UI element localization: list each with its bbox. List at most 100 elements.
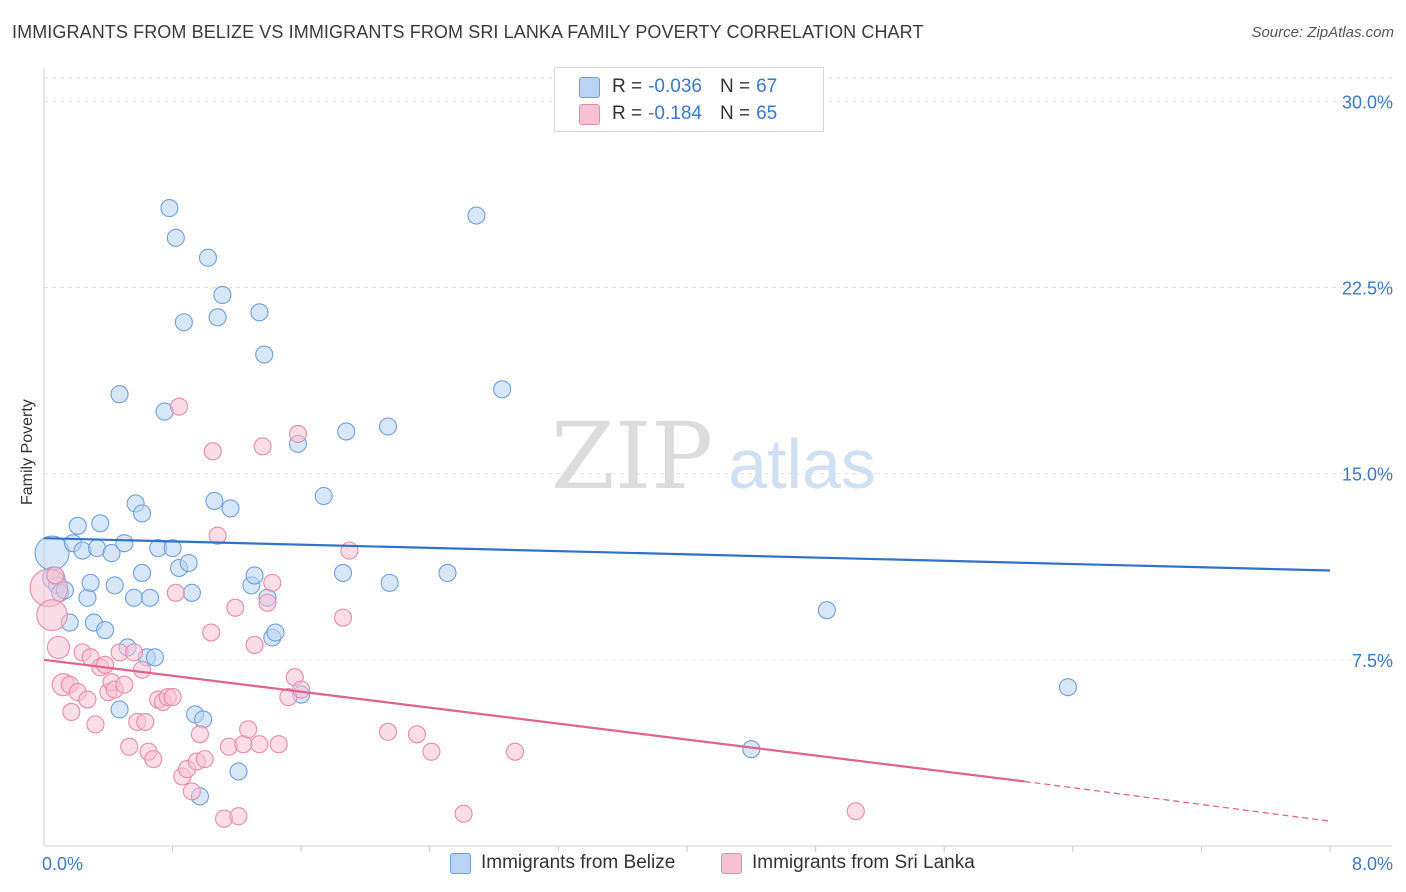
srilanka-point bbox=[202, 623, 221, 642]
n-label: N = bbox=[719, 103, 751, 124]
srilanka-point bbox=[124, 643, 144, 662]
srilanka-point bbox=[846, 802, 865, 821]
srilanka-point bbox=[505, 742, 525, 761]
srilanka-point bbox=[86, 715, 105, 734]
srilanka-point bbox=[454, 804, 473, 823]
srilanka-point bbox=[46, 566, 65, 585]
srilanka-point bbox=[163, 688, 182, 707]
x-tick-label-max: 8.0% bbox=[1352, 854, 1393, 874]
legend-label-srilanka: Immigrants from Sri Lanka bbox=[752, 852, 975, 873]
belize-point bbox=[179, 553, 198, 573]
srilanka-point bbox=[422, 742, 441, 761]
belize-point bbox=[378, 417, 398, 436]
belize-point bbox=[1058, 678, 1078, 697]
srilanka-point bbox=[120, 737, 139, 756]
y-tick-label: 7.5% bbox=[1352, 651, 1393, 671]
y-tick-label: 22.5% bbox=[1342, 278, 1393, 298]
srilanka-point bbox=[229, 807, 248, 826]
belize-point bbox=[205, 491, 224, 511]
watermark-atlas-text: atlas bbox=[728, 425, 876, 503]
legend-item-srilanka[interactable]: Immigrants from Sri Lanka bbox=[721, 852, 975, 874]
belize-point bbox=[194, 710, 213, 729]
srilanka-point bbox=[78, 690, 97, 709]
n-value: 67 bbox=[756, 76, 778, 97]
belize-point bbox=[110, 700, 129, 719]
series-srilanka-points bbox=[29, 397, 865, 828]
r-label: R = bbox=[612, 76, 643, 97]
belize-point bbox=[91, 514, 110, 533]
source-label: Source: ZipAtlas.com bbox=[1251, 24, 1394, 41]
belize-trend-line bbox=[43, 537, 1331, 572]
srilanka-point bbox=[263, 573, 282, 592]
srilanka-point bbox=[407, 725, 426, 744]
x-tick-label-min: 0.0% bbox=[42, 854, 83, 874]
belize-point bbox=[166, 228, 185, 247]
series-legend: Immigrants from Belize Immigrants from S… bbox=[0, 852, 1406, 878]
srilanka-point bbox=[115, 675, 134, 694]
srilanka-point bbox=[195, 750, 214, 769]
srilanka-point bbox=[96, 655, 115, 674]
srilanka-point bbox=[133, 660, 152, 679]
belize-point bbox=[141, 588, 160, 607]
belize-point bbox=[467, 206, 486, 225]
belize-point bbox=[160, 199, 179, 218]
srilanka-point bbox=[166, 583, 185, 602]
legend-row-srilanka: R = -0.184 N = 65 bbox=[579, 101, 777, 127]
srilanka-point bbox=[36, 599, 68, 632]
srilanka-trend-extension bbox=[1024, 780, 1331, 822]
srilanka-point bbox=[144, 750, 163, 769]
belize-point bbox=[255, 345, 274, 364]
belize-point bbox=[105, 576, 124, 595]
tick-label-layer: 7.5% 15.0% 22.5% 30.0% 0.0% 8.0% bbox=[42, 92, 1393, 874]
srilanka-point bbox=[292, 680, 311, 699]
belize-point bbox=[245, 566, 264, 585]
belize-point bbox=[337, 422, 356, 441]
belize-point bbox=[314, 486, 333, 506]
srilanka-point bbox=[333, 608, 353, 627]
belize-point bbox=[266, 623, 285, 642]
belize-point bbox=[221, 499, 240, 518]
belize-point bbox=[250, 303, 269, 322]
srilanka-point bbox=[203, 442, 222, 461]
srilanka-point bbox=[62, 702, 81, 722]
srilanka-swatch bbox=[579, 103, 600, 125]
belize-point bbox=[208, 308, 227, 327]
watermark-zip-text: ZIP bbox=[551, 403, 713, 510]
belize-point bbox=[182, 583, 201, 602]
belize-point bbox=[163, 539, 182, 558]
belize-point bbox=[81, 573, 100, 592]
belize-point bbox=[68, 516, 87, 535]
srilanka-point bbox=[245, 635, 264, 654]
r-value: -0.036 bbox=[648, 76, 702, 97]
legend-row-belize: R = -0.036 N = 67 bbox=[579, 74, 777, 100]
srilanka-point bbox=[378, 722, 398, 741]
belize-swatch bbox=[579, 76, 600, 98]
srilanka-point bbox=[239, 720, 258, 739]
belize-point bbox=[124, 588, 144, 607]
belize-swatch bbox=[450, 852, 471, 874]
belize-point bbox=[174, 313, 193, 332]
belize-point bbox=[229, 762, 248, 781]
belize-point bbox=[102, 544, 121, 563]
srilanka-point bbox=[269, 735, 288, 754]
belize-point bbox=[817, 601, 836, 620]
belize-point bbox=[110, 385, 129, 404]
belize-point bbox=[133, 563, 152, 583]
y-axis-label: Family Poverty bbox=[19, 399, 36, 505]
belize-point bbox=[34, 535, 70, 571]
srilanka-point bbox=[208, 526, 227, 545]
belize-point bbox=[133, 504, 152, 523]
trend-layer bbox=[43, 537, 1331, 822]
series-belize-points bbox=[34, 199, 1078, 806]
watermark: ZIP atlas bbox=[551, 403, 876, 510]
belize-point bbox=[380, 573, 399, 592]
srilanka-point bbox=[288, 424, 308, 444]
belize-point bbox=[333, 563, 353, 583]
srilanka-point bbox=[182, 782, 201, 801]
belize-point bbox=[115, 534, 134, 553]
srilanka-point bbox=[226, 598, 245, 617]
axis-layer bbox=[43, 68, 1392, 852]
legend-item-belize[interactable]: Immigrants from Belize bbox=[450, 852, 675, 874]
chart-title: IMMIGRANTS FROM BELIZE VS IMMIGRANTS FRO… bbox=[12, 22, 924, 42]
